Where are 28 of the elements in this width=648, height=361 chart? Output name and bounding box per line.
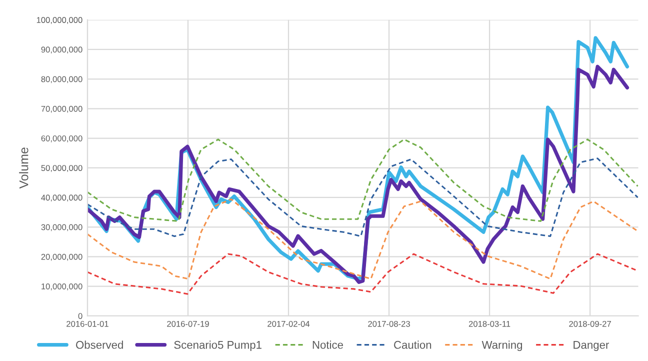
y-tick-label: 70,000,000: [41, 106, 82, 113]
y-tick-label: 20,000,000: [41, 254, 82, 261]
x-tick-label: 2017-08-23: [368, 320, 410, 327]
legend-label: Notice: [312, 340, 343, 349]
legend-label: Danger: [574, 341, 609, 351]
y-tick-label: 50,000,000: [41, 165, 82, 172]
x-tick-label: 2016-01-01: [66, 320, 108, 327]
y-tick-label: 90,000,000: [41, 46, 82, 54]
y-tick-label: 100,000,000: [36, 17, 82, 24]
legend-label: Observed: [76, 340, 123, 349]
line-series: [87, 198, 638, 280]
x-tick-label: 2016-07-19: [167, 320, 209, 327]
x-tick-label: 2018-09-27: [569, 320, 611, 327]
y-axis-title: Volume: [19, 148, 28, 189]
line-series: [87, 158, 638, 238]
line-series: [87, 138, 638, 222]
y-tick-label: 30,000,000: [41, 224, 82, 232]
y-tick-label: 40,000,000: [41, 194, 82, 202]
y-tick-label: 80,000,000: [41, 76, 82, 84]
legend-label: Scenario5 Pump1: [174, 340, 262, 351]
line-series: [87, 253, 638, 295]
x-tick-label: 2017-02-04: [268, 320, 310, 327]
y-tick-label: 10,000,000: [42, 283, 82, 290]
legend-label: Caution: [394, 340, 432, 349]
y-tick-label: 60,000,000: [41, 135, 82, 142]
legend-label: Warning: [482, 340, 522, 351]
x-tick-label: 2018-03-11: [468, 320, 510, 327]
y-tick-label: 0: [78, 313, 82, 319]
